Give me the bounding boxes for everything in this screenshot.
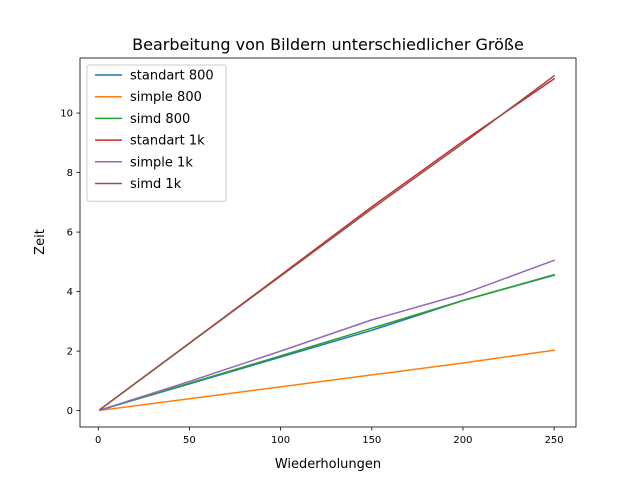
axes-frame (79, 57, 577, 428)
y-tick-label: 8 (67, 168, 73, 179)
x-tick-label: 50 (183, 435, 196, 446)
legend-label: standart 800 (130, 69, 214, 84)
legend-label: simple 800 (130, 90, 202, 105)
x-tick-label: 0 (95, 435, 101, 446)
x-tick-label: 200 (453, 435, 472, 446)
series-line-simd-1k (99, 74, 556, 411)
y-tick-label: 2 (67, 347, 73, 358)
y-tick-label: 6 (67, 228, 73, 239)
x-tick-label: 150 (362, 435, 381, 446)
chart-title: Bearbeitung von Bildern unterschiedliche… (132, 35, 524, 54)
legend-label: simd 800 (130, 112, 190, 127)
y-tick-label: 10 (60, 109, 73, 120)
legend-label: simple 1k (130, 155, 193, 170)
plot-area: 0 50 100 150 200 250 0 2 4 6 8 10 (60, 57, 577, 446)
x-tick-label: 250 (545, 435, 564, 446)
legend: standart 800 simple 800 simd 800 standart 1… (86, 64, 227, 202)
legend-box (86, 64, 227, 202)
series-line-simple-800 (99, 349, 555, 412)
legend-label: standart 1k (130, 134, 205, 149)
y-axis-label: Zeit (33, 229, 48, 255)
series-line-simple-1k (99, 259, 556, 411)
x-axis-label: Wiederholungen (275, 457, 381, 472)
legend-label: simd 1k (130, 177, 182, 192)
y-tick-label: 4 (67, 287, 73, 298)
series-line-simd-800 (99, 273, 556, 411)
x-tick-label: 100 (271, 435, 290, 446)
y-tick-label: 0 (67, 406, 73, 417)
